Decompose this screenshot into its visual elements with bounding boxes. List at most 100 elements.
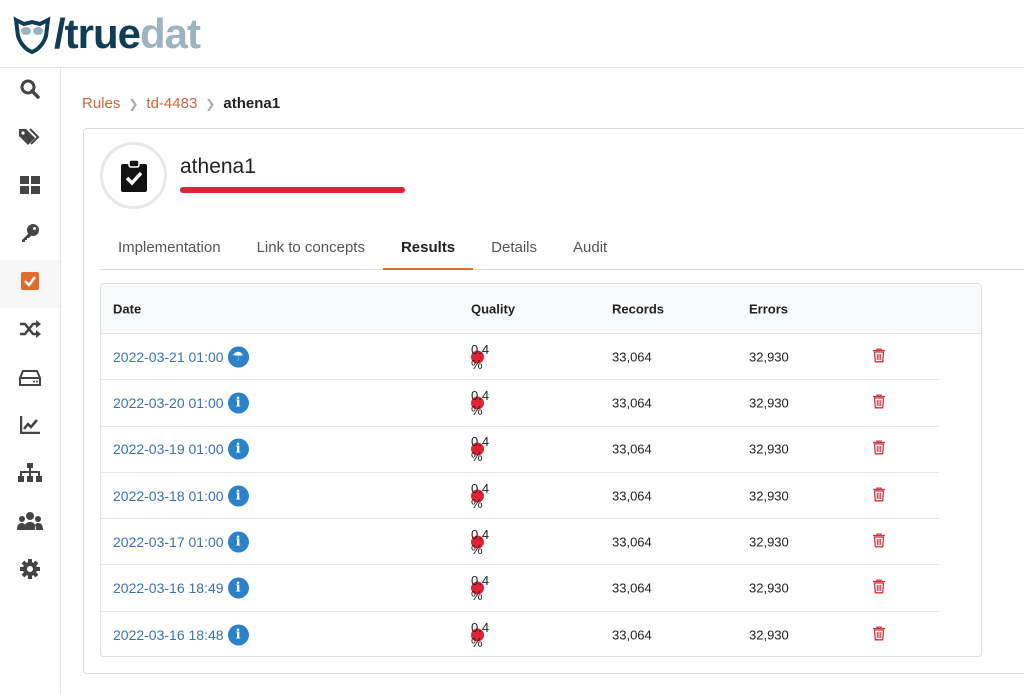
owl-logo-icon bbox=[13, 16, 51, 54]
tab-details[interactable]: Details bbox=[491, 239, 538, 256]
gear-icon bbox=[20, 559, 40, 585]
records-value: 33,064 bbox=[612, 580, 652, 596]
breadcrumb-separator-icon: ❯ bbox=[128, 96, 139, 111]
info-icon[interactable]: i bbox=[227, 485, 249, 507]
result-date-link[interactable]: 2022-03-19 01:00 bbox=[113, 441, 224, 458]
quality-status-dot bbox=[471, 350, 484, 364]
trash-icon bbox=[873, 579, 885, 594]
header-date[interactable]: Date bbox=[113, 301, 142, 316]
quality-value: 0.4 % bbox=[471, 387, 490, 418]
tab-link-to-concepts[interactable]: Link to concepts bbox=[256, 239, 365, 256]
sidebar-item-tags[interactable] bbox=[0, 116, 60, 164]
dashboard-icon bbox=[20, 176, 40, 200]
errors-value: 32,930 bbox=[749, 349, 789, 365]
records-value: 33,064 bbox=[612, 441, 652, 457]
records-value: 33,064 bbox=[612, 627, 652, 643]
logo-text: / bbox=[54, 10, 66, 57]
info-icon[interactable]: i bbox=[227, 531, 249, 553]
implementation-card: athena1 Implementation Link to concepts … bbox=[83, 128, 1024, 674]
sidebar-item-users[interactable] bbox=[0, 500, 60, 548]
tab-implementation[interactable]: Implementation bbox=[118, 239, 221, 256]
logo-text-dat: dat bbox=[140, 10, 201, 57]
trash-icon bbox=[873, 533, 885, 548]
umbrella-icon[interactable]: ☂ bbox=[227, 346, 249, 368]
results-table: Date Quality Records Errors 2022-03-21 0… bbox=[100, 283, 982, 657]
info-icon[interactable]: i bbox=[227, 624, 249, 646]
header-records[interactable]: Records bbox=[612, 301, 665, 316]
info-icon[interactable]: i bbox=[227, 392, 249, 414]
breadcrumb: Rules ❯ td-4483 ❯ athena1 bbox=[82, 95, 280, 112]
errors-value: 32,930 bbox=[749, 488, 789, 504]
quality-value: 0.4 % bbox=[471, 480, 490, 511]
trash-icon bbox=[873, 394, 885, 409]
sidebar-item-dashboard[interactable] bbox=[0, 164, 60, 212]
rule-title: athena1 bbox=[180, 155, 256, 178]
result-date-link[interactable]: 2022-03-16 18:49 bbox=[113, 580, 224, 597]
sidebar-item-charts[interactable] bbox=[0, 404, 60, 452]
avatar bbox=[100, 142, 167, 209]
users-icon bbox=[17, 512, 43, 536]
delete-button[interactable] bbox=[873, 347, 885, 365]
tab-audit[interactable]: Audit bbox=[573, 239, 608, 256]
header-errors[interactable]: Errors bbox=[749, 301, 789, 316]
quality-status-dot bbox=[471, 628, 484, 642]
errors-value: 32,930 bbox=[749, 395, 789, 411]
quality-value: 0.4 % bbox=[471, 619, 490, 650]
sidebar-item-settings[interactable] bbox=[0, 548, 60, 596]
records-value: 33,064 bbox=[612, 349, 652, 365]
tab-results[interactable]: Results bbox=[382, 229, 474, 270]
sidebar-item-structures[interactable] bbox=[0, 452, 60, 500]
breadcrumb-rules[interactable]: Rules bbox=[82, 95, 121, 112]
tags-icon bbox=[18, 127, 42, 153]
breadcrumb-separator-icon: ❯ bbox=[205, 96, 216, 111]
table-header: Date Quality Records Errors bbox=[101, 284, 981, 334]
sidebar-item-lineage[interactable] bbox=[0, 308, 60, 356]
table-row: 2022-03-17 01:00 i 0.4 % 33,064 32,930 bbox=[101, 519, 939, 566]
delete-button[interactable] bbox=[873, 579, 885, 597]
quality-status-dot bbox=[471, 442, 484, 456]
quality-status-dot bbox=[471, 581, 484, 595]
check-square-icon bbox=[21, 272, 39, 296]
quality-value: 0.4 % bbox=[471, 573, 490, 604]
clipboard-check-icon bbox=[120, 159, 147, 192]
truedat-logo[interactable]: / true dat bbox=[12, 10, 201, 58]
result-date-link[interactable]: 2022-03-17 01:00 bbox=[113, 533, 224, 550]
sidebar-item-sources[interactable] bbox=[0, 356, 60, 404]
main-content: Rules ❯ td-4483 ❯ athena1 athena1 Implem… bbox=[61, 68, 1024, 694]
errors-value: 32,930 bbox=[749, 580, 789, 596]
info-icon[interactable]: i bbox=[227, 577, 249, 599]
trash-icon bbox=[873, 440, 885, 455]
result-date-link[interactable]: 2022-03-18 01:00 bbox=[113, 487, 224, 504]
sidebar-item-key[interactable] bbox=[0, 212, 60, 260]
header: / true dat bbox=[0, 0, 1024, 68]
sidebar-item-search[interactable] bbox=[0, 68, 60, 116]
trash-icon bbox=[873, 626, 885, 641]
delete-button[interactable] bbox=[873, 440, 885, 458]
tabs: Implementation Link to concepts Results … bbox=[100, 229, 1024, 270]
table-row: 2022-03-21 01:00i☂ 0.4 % 33,064 32,930 bbox=[101, 334, 939, 381]
quality-value: 0.4 % bbox=[471, 434, 490, 465]
table-row: 2022-03-20 01:00 i 0.4 % 33,064 32,930 bbox=[101, 380, 939, 427]
info-icon[interactable]: i bbox=[227, 438, 249, 460]
quality-status-dot bbox=[471, 489, 484, 503]
quality-value: 0.4 % bbox=[471, 341, 490, 372]
delete-button[interactable] bbox=[873, 394, 885, 411]
delete-button[interactable] bbox=[873, 533, 885, 550]
delete-button[interactable] bbox=[873, 486, 885, 504]
result-date-link[interactable]: 2022-03-16 18:48 bbox=[113, 626, 224, 643]
quality-status-dot bbox=[471, 535, 484, 549]
errors-value: 32,930 bbox=[749, 441, 789, 457]
breadcrumb-rule[interactable]: td-4483 bbox=[146, 95, 198, 112]
result-date-link[interactable]: 2022-03-21 01:00 bbox=[113, 348, 224, 365]
result-date-link[interactable]: 2022-03-20 01:00 bbox=[113, 394, 224, 411]
quality-value: 0.4 % bbox=[471, 526, 490, 557]
table-row: 2022-03-16 18:48 i 0.4 % 33,064 32,930 bbox=[101, 612, 939, 656]
table-row: 2022-03-19 01:00 i 0.4 % 33,064 32,930 bbox=[101, 427, 939, 473]
hdd-icon bbox=[19, 369, 41, 392]
search-icon bbox=[20, 79, 40, 105]
trash-icon bbox=[873, 486, 885, 501]
delete-button[interactable] bbox=[873, 626, 885, 643]
sidebar-item-rules[interactable] bbox=[0, 260, 60, 308]
header-quality[interactable]: Quality bbox=[471, 301, 516, 316]
quality-status-dot bbox=[471, 396, 484, 410]
